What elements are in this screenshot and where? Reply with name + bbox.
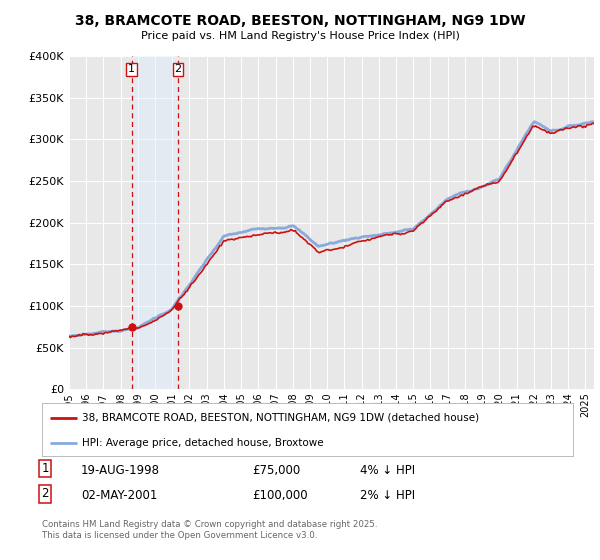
Text: 02-MAY-2001: 02-MAY-2001 [81, 489, 157, 502]
Bar [131, 56, 178, 389]
Text: Contains HM Land Registry data © Crown copyright and database right 2025.
This d: Contains HM Land Registry data © Crown c… [42, 520, 377, 540]
Text: 1: 1 [41, 462, 49, 475]
Text: £100,000: £100,000 [252, 489, 308, 502]
Text: Price paid vs. HM Land Registry's House Price Index (HPI): Price paid vs. HM Land Registry's House … [140, 31, 460, 41]
Text: 19-AUG-1998: 19-AUG-1998 [81, 464, 160, 477]
Text: HPI: Average price, detached house, Broxtowe: HPI: Average price, detached house, Brox… [82, 438, 323, 448]
Text: 2: 2 [41, 487, 49, 500]
Text: 1: 1 [128, 64, 135, 74]
Text: £75,000: £75,000 [252, 464, 300, 477]
Text: 4% ↓ HPI: 4% ↓ HPI [360, 464, 415, 477]
Text: 2: 2 [175, 64, 182, 74]
Text: 38, BRAMCOTE ROAD, BEESTON, NOTTINGHAM, NG9 1DW (detached house): 38, BRAMCOTE ROAD, BEESTON, NOTTINGHAM, … [82, 413, 479, 423]
Text: 38, BRAMCOTE ROAD, BEESTON, NOTTINGHAM, NG9 1DW: 38, BRAMCOTE ROAD, BEESTON, NOTTINGHAM, … [75, 14, 525, 28]
Text: 2% ↓ HPI: 2% ↓ HPI [360, 489, 415, 502]
